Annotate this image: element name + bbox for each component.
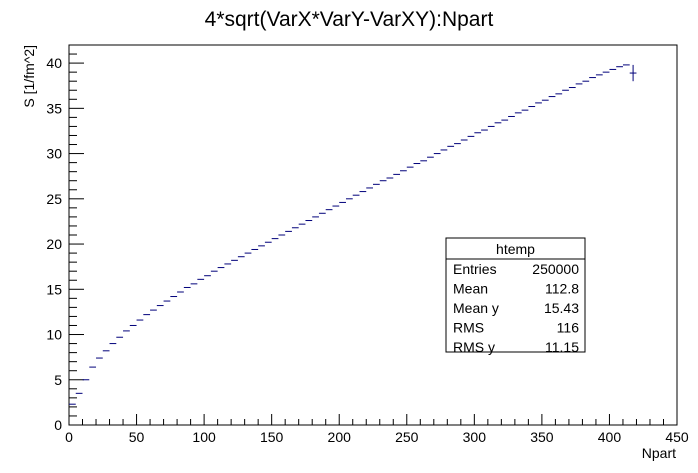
y-tick-label: 10 [46, 327, 62, 343]
stats-row-value: 112.8 [545, 281, 579, 297]
x-tick-label: 450 [665, 429, 689, 445]
x-tick-label: 150 [260, 429, 284, 445]
y-tick-label: 25 [46, 191, 62, 207]
stats-row-value: 116 [557, 320, 580, 336]
y-tick-label: 5 [54, 372, 62, 388]
y-tick-label: 0 [54, 417, 62, 433]
x-tick-label: 400 [598, 429, 622, 445]
stats-row-value: 250000 [532, 261, 579, 277]
stats-row-label: RMS [453, 320, 484, 336]
x-tick-label: 300 [463, 429, 487, 445]
y-tick-labels: 0 5 10 15 20 25 30 35 40 [46, 55, 62, 433]
stats-row-label: Mean [453, 281, 488, 297]
stats-box-frame [445, 237, 586, 353]
stats-box: htemp Entries 250000 Mean 112.8 Mean y 15.43 R… [445, 237, 586, 355]
x-tick-label: 250 [395, 429, 419, 445]
y-tick-label: 30 [46, 146, 62, 162]
stats-box-title: htemp [496, 241, 535, 257]
x-tick-label: 350 [530, 429, 554, 445]
x-tick-label: 50 [129, 429, 145, 445]
stats-row-value: 11.15 [545, 339, 579, 355]
data-points [69, 64, 637, 405]
stats-row-label: RMS y [453, 339, 495, 355]
stats-row-label: Entries [453, 261, 497, 277]
y-tick-label: 20 [46, 236, 62, 252]
stats-row-value: 15.43 [544, 300, 579, 316]
plot-frame [68, 44, 678, 426]
y-axis [69, 53, 84, 426]
chart-title: 4*sqrt(VarX*VarY-VarXY):Npart [205, 8, 494, 31]
y-axis-label: S [1/fm^2] [21, 45, 37, 108]
x-axis-label: Npart [642, 445, 676, 461]
stats-row-label: Mean y [453, 300, 499, 316]
x-tick-label: 0 [65, 429, 73, 445]
y-tick-label: 40 [46, 55, 62, 71]
x-tick-labels: 0 50 100 150 200 250 300 350 400 450 [65, 429, 689, 445]
y-tick-label: 35 [46, 100, 62, 116]
x-tick-label: 100 [192, 429, 216, 445]
x-tick-label: 200 [328, 429, 352, 445]
x-axis [68, 414, 678, 425]
y-tick-label: 15 [46, 281, 62, 297]
